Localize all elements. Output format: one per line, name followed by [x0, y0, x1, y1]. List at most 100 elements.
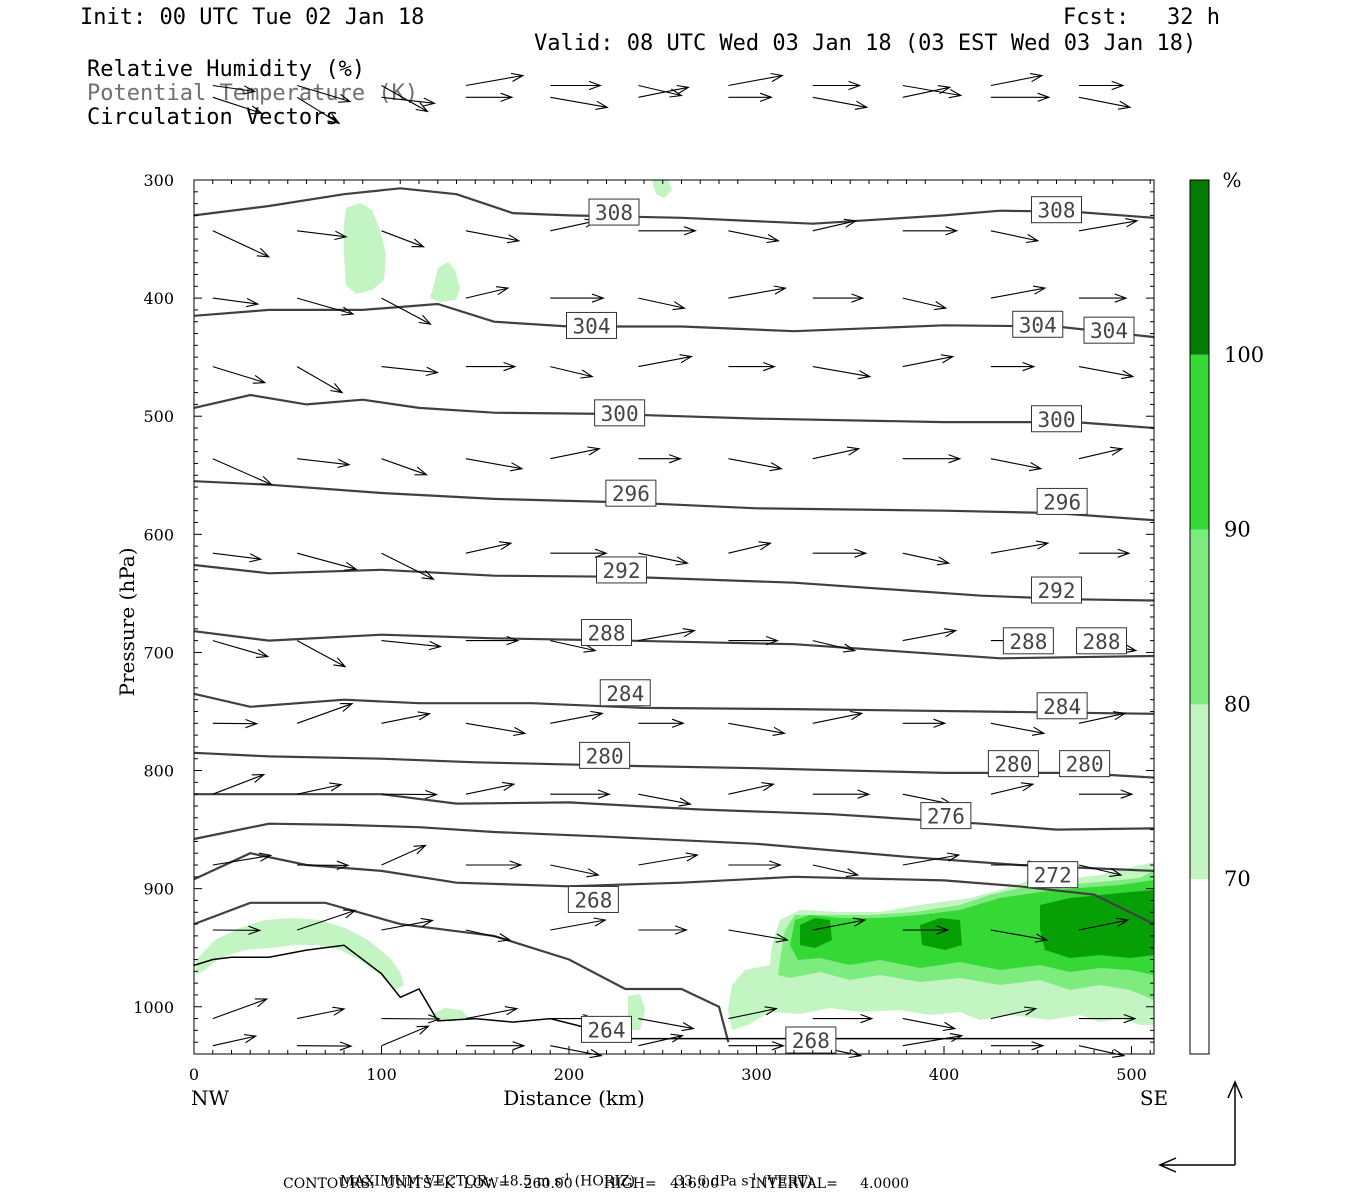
- vector-arrow: [1078, 711, 1127, 724]
- vector-arrow: [638, 354, 693, 368]
- vector-arrow: [381, 85, 429, 113]
- vector-arrow: [812, 548, 868, 558]
- vert-suffix: (VERT): [757, 1173, 813, 1190]
- vector-arrow: [638, 1018, 695, 1032]
- colorbar: % 100 90 80 70: [1189, 168, 1264, 1055]
- vector-arrow: [902, 628, 958, 642]
- contour-label-box: [581, 619, 632, 647]
- init-time: Init: 00 UTC Tue 02 Jan 18: [80, 5, 425, 30]
- vector-arrow: [728, 458, 783, 472]
- contour-label: 276: [927, 805, 965, 829]
- isentrope-276: [194, 793, 1155, 831]
- vector-arrow: [728, 541, 772, 554]
- contour-label: 280: [586, 744, 624, 768]
- vector-arrow: [381, 366, 440, 377]
- contour-labels: 308 308 304 304 304 300 300 296 296 292 292 288 288 2…: [566, 196, 1135, 1054]
- isentrope-296: [193, 480, 1155, 522]
- x-tick-label: 200: [554, 1065, 585, 1084]
- contour-label: 288: [1083, 630, 1121, 654]
- vector-arrow: [465, 92, 514, 102]
- vector-arrow: [902, 718, 947, 728]
- colorbar-label: 70: [1224, 867, 1251, 891]
- vector-arrow: [990, 73, 1044, 87]
- colorbar-frame: [1189, 179, 1210, 1055]
- vector-arrow: [812, 218, 858, 232]
- contour-label-box: [588, 198, 640, 226]
- vector-arrow: [638, 925, 689, 935]
- contour-label-box: [594, 399, 646, 427]
- rh-patch-upper-2: [430, 262, 460, 302]
- contour-label-box: [1083, 316, 1135, 344]
- vector-arrow: [902, 552, 951, 566]
- contour-label: 296: [612, 482, 650, 506]
- valid-time: Valid: 08 UTC Wed 03 Jan 18 (03 EST Wed …: [534, 31, 1197, 56]
- vector-arrow: [381, 1014, 442, 1024]
- vector-arrow: [381, 96, 437, 107]
- vector-arrow: [212, 852, 273, 866]
- y-tick-label: 400: [143, 289, 174, 308]
- isentrope-284: [193, 692, 1155, 715]
- reference-vector: [1158, 1080, 1243, 1173]
- vector-arrow: [728, 72, 784, 87]
- colorbar-segment: [1190, 180, 1209, 355]
- vector-arrow: [902, 1018, 957, 1032]
- forecast-label: Fcst:: [1063, 5, 1130, 30]
- vector-arrow: [465, 230, 521, 244]
- vector-arrow: [728, 92, 774, 102]
- vector-arrow: [728, 722, 786, 736]
- vector-arrow: [1078, 446, 1124, 460]
- vector-arrow: [1079, 293, 1128, 303]
- colorbar-label: 90: [1224, 518, 1251, 542]
- contour-label-box: [785, 1026, 837, 1054]
- vector-arrow: [728, 635, 780, 646]
- contour-label: 300: [1038, 408, 1076, 432]
- vector-arrow: [902, 297, 948, 311]
- contour-label-box: [920, 802, 972, 830]
- vector-arrow: [212, 1034, 258, 1047]
- vector-arrow: [550, 640, 597, 653]
- vector-arrow: [812, 366, 872, 380]
- legend-vectors: Circulation Vectors: [87, 105, 339, 130]
- vector-arrow: [296, 84, 352, 103]
- vector-arrow: [728, 1041, 786, 1051]
- contour-label-box: [1012, 310, 1064, 338]
- vector-arrow: [728, 285, 787, 299]
- vector-arrow: [381, 789, 439, 800]
- vector-arrow: [638, 297, 686, 311]
- vector-arrow: [465, 1006, 519, 1020]
- contour-label: 264: [588, 1018, 626, 1042]
- vector-arrow: [212, 297, 260, 308]
- vector-arrow: [990, 782, 1035, 795]
- x-tick-label: 500: [1116, 1065, 1147, 1084]
- vector-arrow: [1078, 1045, 1126, 1058]
- vector-arrow: [812, 864, 860, 878]
- vector-arrow: [465, 286, 510, 299]
- vector-arrow: [812, 710, 864, 724]
- contour-label: 272: [1034, 864, 1072, 888]
- y-tick-label: 300: [143, 171, 174, 190]
- isentrope-264: [193, 901, 730, 1043]
- vector-arrow: [212, 96, 264, 115]
- terrain-surface: [193, 944, 1154, 1040]
- vector-arrow: [990, 458, 1043, 472]
- vector-arrow: [550, 789, 611, 799]
- vector-arrow: [381, 640, 443, 651]
- vector-arrow: [381, 552, 435, 580]
- vector-arrow: [990, 1041, 1045, 1051]
- contour-label: 308: [595, 201, 633, 225]
- x-end-right: SE: [1140, 1086, 1168, 1110]
- vector-arrow: [296, 1006, 346, 1020]
- contour-label-box: [1031, 576, 1082, 604]
- rh-patch-low-small: [430, 1008, 468, 1022]
- vector-arrow: [212, 718, 259, 729]
- vector-arrow: [990, 1006, 1038, 1020]
- vector-arrow: [1079, 1013, 1137, 1024]
- rh-patch-top: [652, 180, 672, 198]
- contour-label: 304: [1090, 319, 1128, 343]
- vector-arrow: [296, 640, 347, 668]
- vector-arrow: [728, 929, 789, 943]
- vector-arrow: [728, 860, 783, 870]
- vector-arrow: [728, 361, 777, 372]
- vector-arrow: [212, 640, 270, 658]
